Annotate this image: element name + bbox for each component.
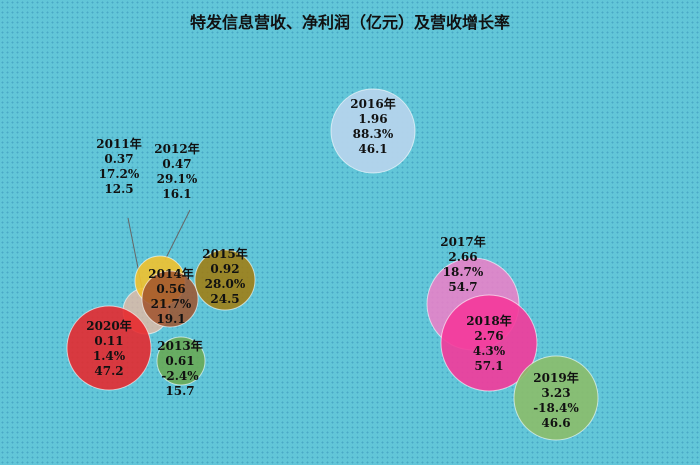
bubble-2016年 [330,88,416,174]
bubble-2014年 [141,270,199,328]
chart-title: 特发信息营收、净利润（亿元）及营收增长率 [189,13,510,32]
data-label-2011年: 2011年 0.37 17.2% 12.5 [96,136,141,196]
bubble-2020年 [66,305,152,391]
data-label-2013年: 2013年 0.61 -2.4% 15.7 [157,338,202,398]
data-label-2017年: 2017年 2.66 18.7% 54.7 [440,234,485,294]
leader-line-2 [164,209,191,261]
data-label-2019年: 2019年 3.23 -18.4% 46.6 [533,370,579,430]
bubble-2018年 [440,294,538,392]
bubble-2019年 [513,355,599,441]
data-label-2020年: 2020年 0.11 1.4% 47.2 [86,318,131,378]
bubble-2015年 [194,249,256,311]
data-label-2015年: 2015年 0.92 28.0% 24.5 [202,246,247,306]
data-label-2014年: 2014年 0.56 21.7% 19.1 [148,266,193,326]
data-label-2016年: 2016年 1.96 88.3% 46.1 [350,96,395,156]
bubble-2013年 [156,336,206,386]
data-label-2018年: 2018年 2.76 4.3% 57.1 [466,313,511,373]
data-label-2012年: 2012年 0.47 29.1% 16.1 [154,141,199,201]
